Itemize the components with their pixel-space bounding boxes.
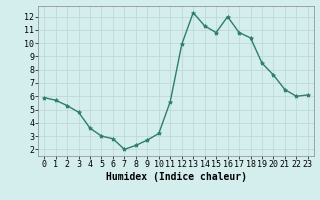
X-axis label: Humidex (Indice chaleur): Humidex (Indice chaleur) [106, 172, 246, 182]
